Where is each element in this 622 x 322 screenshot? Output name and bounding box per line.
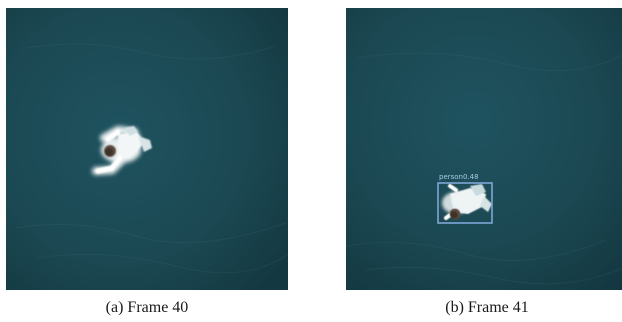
water-ripples (346, 52, 622, 285)
frame-40-image (6, 8, 288, 290)
detection-confidence: 0.48 (463, 173, 479, 181)
person-figure (442, 184, 492, 220)
frame-40-photo (6, 8, 288, 290)
water-background (346, 8, 622, 290)
person-figure (92, 125, 152, 175)
detection-bounding-box (437, 182, 493, 224)
detection-class-label: person (439, 173, 463, 181)
water-ripples (15, 43, 288, 274)
caption-frame-40: (a) Frame 40 (105, 299, 189, 316)
caption-frame-41: (b) Frame 41 (445, 299, 529, 316)
frame-41-image: person 0.48 (346, 8, 622, 290)
frame-41-photo: person 0.48 (346, 8, 622, 290)
detection-person: person 0.48 (437, 173, 493, 224)
